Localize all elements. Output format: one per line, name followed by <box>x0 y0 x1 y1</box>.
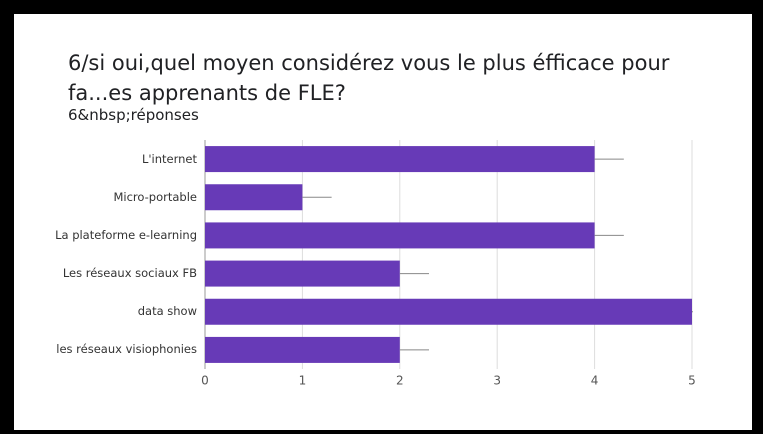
y-tick-label: L'internet <box>141 151 197 166</box>
x-tick-label: 2 <box>396 374 404 388</box>
bar <box>205 336 400 363</box>
bar <box>205 260 400 287</box>
y-tick-label: Les réseaux sociaux FB <box>62 266 197 281</box>
x-tick-label: 1 <box>299 374 307 388</box>
x-tick-label: 3 <box>493 374 501 388</box>
y-tick-label: Micro-portable <box>113 189 197 204</box>
y-tick-label: La plateforme e-learning <box>55 227 197 242</box>
x-tick-label: 5 <box>688 374 696 388</box>
chart: 0 1 2 3 4 5 <box>201 140 696 388</box>
x-tick-label: 0 <box>201 374 209 388</box>
y-tick-label: les réseaux visiophonies <box>56 342 197 357</box>
chart-title: 6/si oui,quel moyen considérez vous le p… <box>68 51 670 105</box>
bar <box>205 222 595 249</box>
bar <box>205 298 692 325</box>
y-tick-label: data show <box>137 304 197 319</box>
bar <box>205 184 303 211</box>
x-tick-label: 4 <box>591 374 599 388</box>
bar <box>205 146 595 173</box>
chart-subtitle: 6&nbsp;réponses <box>68 106 199 124</box>
card: 6/si oui,quel moyen considérez vous le p… <box>14 14 752 430</box>
